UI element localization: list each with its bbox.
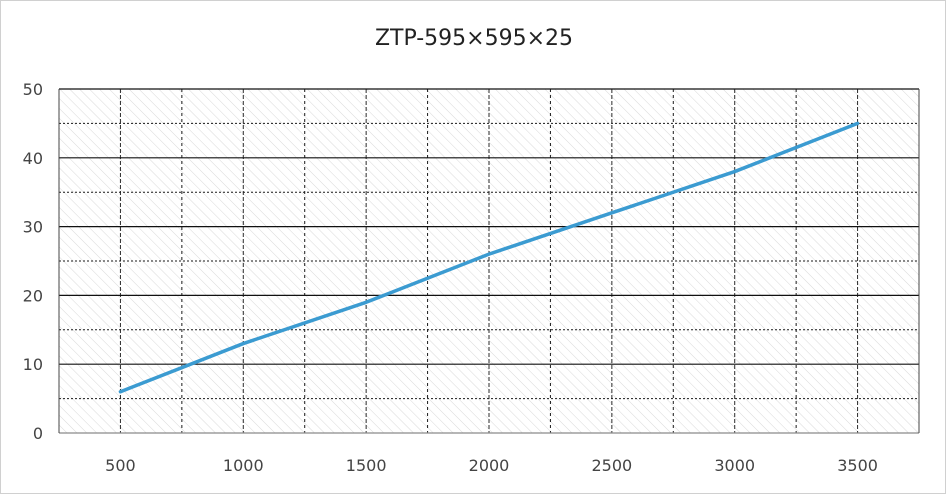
series-line (118, 121, 860, 394)
series-lines (118, 121, 860, 394)
y-tick-label: 40 (23, 149, 43, 168)
x-tick-label: 3000 (714, 456, 755, 475)
x-tick-label: 1500 (346, 456, 387, 475)
x-tick-label: 2500 (591, 456, 632, 475)
x-tick-label: 1000 (223, 456, 264, 475)
x-axis-ticks: 500 1000 1500 2000 2500 3000 3500 (105, 456, 878, 475)
x-tick-label: 3500 (837, 456, 878, 475)
y-tick-label: 10 (23, 355, 43, 374)
grid-lines (58, 88, 920, 434)
y-tick-label: 0 (33, 424, 43, 443)
x-tick-label: 500 (105, 456, 136, 475)
y-tick-label: 20 (23, 286, 43, 305)
y-tick-label: 30 (23, 218, 43, 237)
x-tick-label: 2000 (469, 456, 510, 475)
chart-title: ZTP-595×595×25 (375, 26, 573, 51)
y-axis-ticks: 0 10 20 30 40 50 (23, 80, 43, 443)
y-tick-label: 50 (23, 80, 43, 99)
